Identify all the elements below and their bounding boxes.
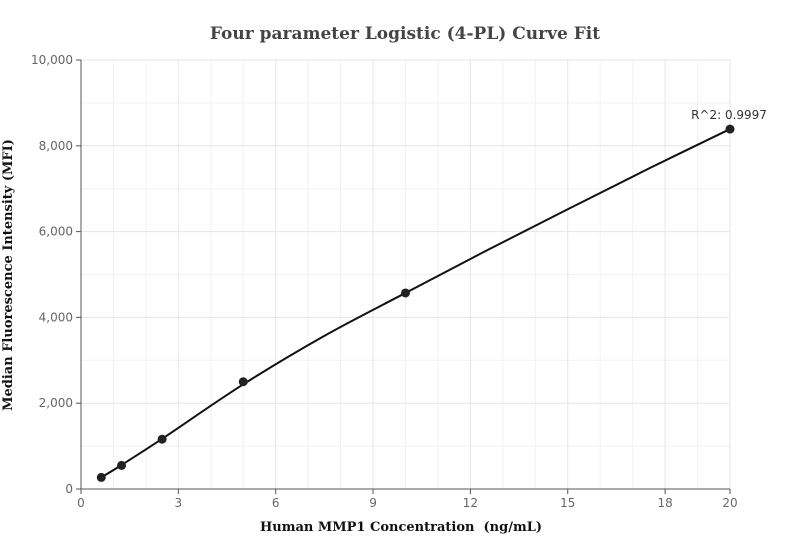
x-tick-label: 6 — [272, 496, 280, 510]
data-point — [117, 460, 127, 470]
y-tick-label: 0 — [65, 482, 73, 496]
r-squared-annotation: R^2: 0.9997 — [691, 108, 767, 122]
data-point — [725, 124, 735, 134]
chart-title: Four parameter Logistic (4-PL) Curve Fit — [210, 24, 600, 44]
data-point — [157, 434, 167, 444]
x-tick-label: 0 — [77, 496, 85, 510]
axes — [76, 59, 731, 494]
y-tick-label: 2,000 — [39, 396, 73, 410]
data-point — [401, 288, 410, 298]
y-tick-label: 10,000 — [31, 53, 73, 67]
tick-labels: 0 3 6 9 12 15 18 20 0 2,000 4,000 6,000 8,000 10,000 — [31, 53, 738, 510]
data-points — [96, 124, 735, 482]
y-tick-label: 8,000 — [39, 139, 73, 153]
x-tick-label: 15 — [560, 496, 575, 510]
fit-curve — [100, 128, 731, 479]
x-tick-label: 20 — [722, 496, 737, 510]
data-point — [96, 472, 106, 482]
y-tick-label: 6,000 — [39, 225, 73, 239]
x-tick-label: 18 — [657, 496, 672, 510]
x-tick-label: 9 — [369, 496, 377, 510]
x-tick-label: 12 — [463, 496, 478, 510]
x-axis-title: Human MMP1 Concentration (ng/mL) — [260, 520, 542, 535]
y-tick-label: 4,000 — [39, 310, 73, 324]
data-point — [238, 377, 248, 387]
grid — [80, 59, 731, 490]
y-axis-title: Median Fluorescence Intensity (MFI) — [1, 139, 16, 411]
x-tick-label: 3 — [175, 496, 183, 510]
